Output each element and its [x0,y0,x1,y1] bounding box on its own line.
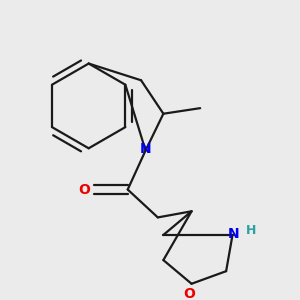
Text: N: N [228,227,239,241]
Text: H: H [246,224,257,237]
Text: O: O [183,287,195,300]
Text: N: N [140,142,152,156]
Text: O: O [78,182,90,197]
